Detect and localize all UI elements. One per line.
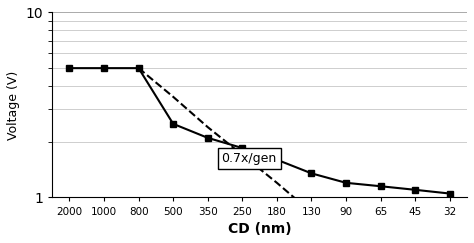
Y-axis label: Voltage (V): Voltage (V) [7,70,20,139]
Text: 0.7x/gen: 0.7x/gen [222,152,277,165]
X-axis label: CD (nm): CD (nm) [228,222,292,236]
